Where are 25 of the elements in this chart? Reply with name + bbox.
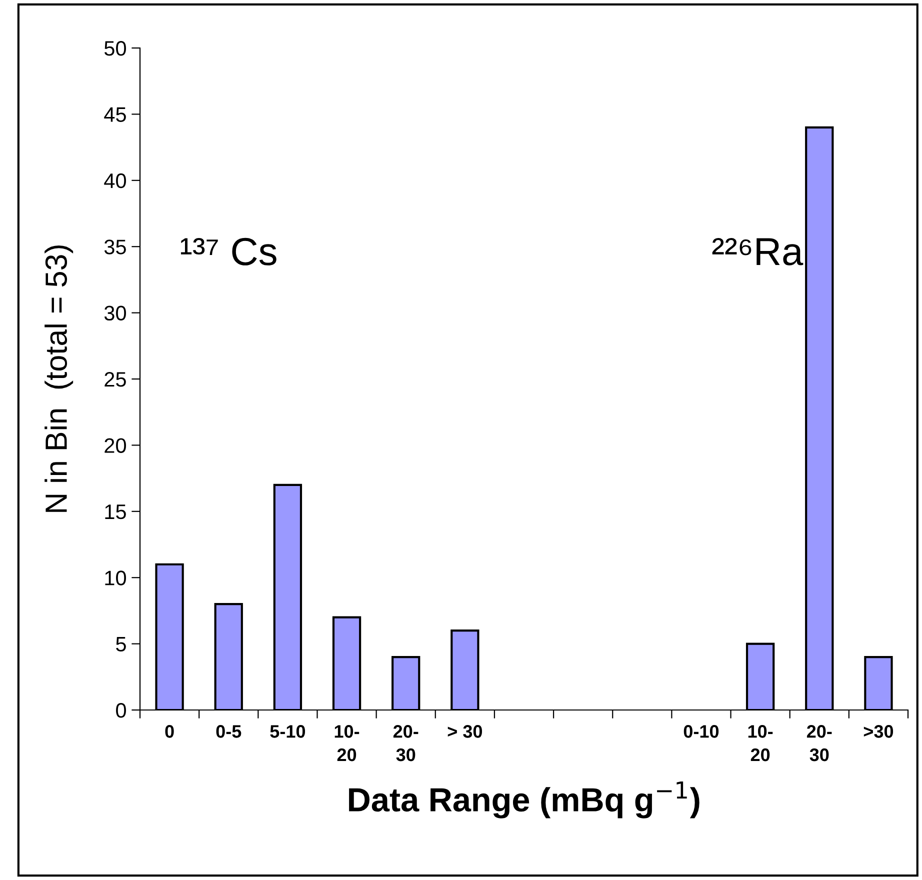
y-tick-label: 40 xyxy=(104,173,126,188)
annotation: ²²⁶Ra xyxy=(712,238,804,266)
x-tick-label: 20- 30 xyxy=(393,725,418,762)
x-tick-label: 20- 30 xyxy=(806,725,832,762)
x-axis-title: Data Range (mBq g$^{−1}$) xyxy=(349,782,700,818)
x-tick-label: > 30 xyxy=(448,725,482,738)
x-tick-label: 5-10 xyxy=(270,725,306,738)
y-tick-label: 10 xyxy=(105,570,126,586)
x-tick-label: 0-5 xyxy=(216,725,242,738)
x-tick-label: 10- 20 xyxy=(748,725,773,762)
x-tick-label: 0 xyxy=(165,725,174,738)
y-tick-label: 50 xyxy=(104,41,126,56)
y-tick-label: 30 xyxy=(104,306,126,321)
annotation: ¹³⁷ Cs xyxy=(180,238,276,266)
y-tick-label: 35 xyxy=(104,240,126,254)
y-tick-label: 45 xyxy=(104,107,126,122)
y-tick-label: 0 xyxy=(116,703,126,718)
y-tick-label: 5 xyxy=(116,637,126,652)
y-tick-label: 15 xyxy=(105,504,126,520)
y-axis-title: N in Bin (total = 53) xyxy=(44,245,74,512)
y-tick-label: 25 xyxy=(104,372,126,387)
y-tick-label: 20 xyxy=(104,438,126,453)
x-tick-label: 10- 20 xyxy=(334,725,360,762)
x-tick-label: 0-10 xyxy=(684,725,719,738)
x-tick-label: >30 xyxy=(864,725,894,738)
